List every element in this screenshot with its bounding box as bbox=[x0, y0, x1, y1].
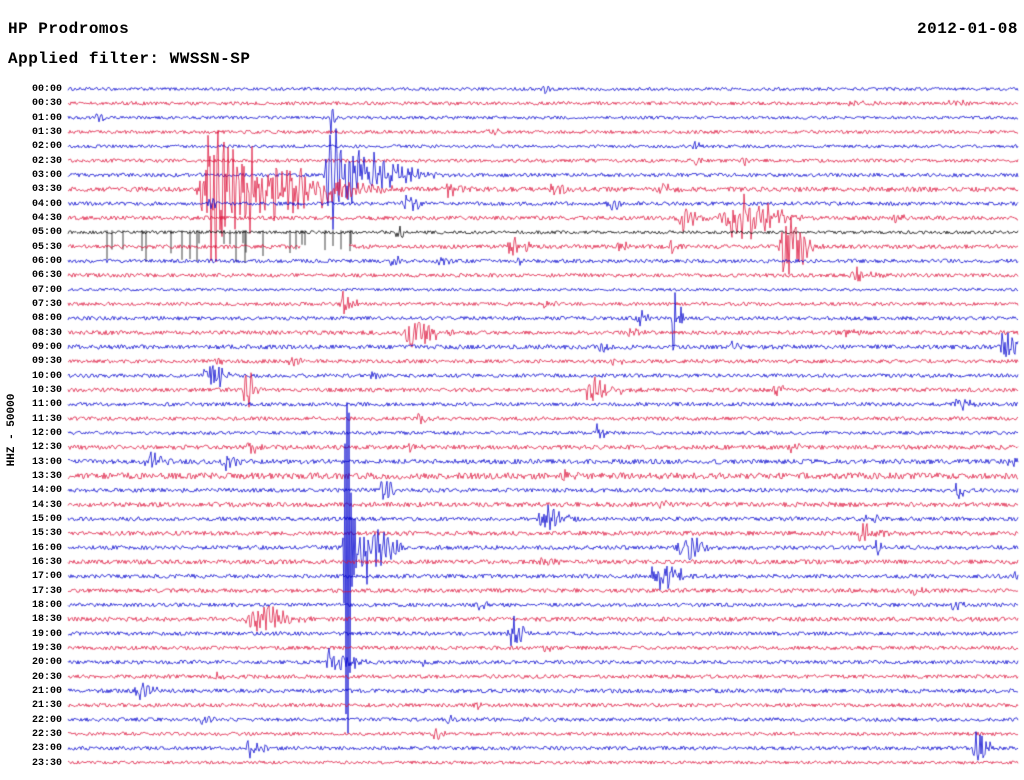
time-label: 03:00 bbox=[31, 169, 62, 181]
time-label: 10:30 bbox=[31, 384, 62, 396]
time-label: 14:00 bbox=[31, 485, 62, 497]
time-label: 21:30 bbox=[31, 700, 62, 712]
time-label: 18:30 bbox=[31, 614, 62, 626]
time-label: 12:00 bbox=[31, 427, 62, 439]
time-label: 22:30 bbox=[31, 728, 62, 740]
time-label: 09:00 bbox=[31, 341, 62, 353]
time-label: 21:00 bbox=[31, 685, 62, 697]
time-label: 15:30 bbox=[31, 528, 62, 540]
time-label: 11:30 bbox=[31, 413, 62, 425]
time-label: 17:30 bbox=[31, 585, 62, 597]
time-label: 14:30 bbox=[31, 499, 62, 511]
time-label: 19:00 bbox=[31, 628, 62, 640]
time-label: 04:00 bbox=[31, 198, 62, 210]
time-label: 23:30 bbox=[31, 757, 62, 769]
time-label: 03:30 bbox=[31, 184, 62, 196]
time-label: 06:30 bbox=[31, 270, 62, 282]
time-label: 05:30 bbox=[31, 241, 62, 253]
time-label: 09:30 bbox=[31, 356, 62, 368]
time-label: 00:30 bbox=[31, 98, 62, 110]
time-label: 08:30 bbox=[31, 327, 62, 339]
time-label: 16:30 bbox=[31, 556, 62, 568]
time-label: 01:30 bbox=[31, 126, 62, 138]
time-label: 05:00 bbox=[31, 227, 62, 239]
time-label: 16:00 bbox=[31, 542, 62, 554]
time-label: 20:00 bbox=[31, 657, 62, 669]
time-label: 17:00 bbox=[31, 571, 62, 583]
time-label: 13:00 bbox=[31, 456, 62, 468]
time-label: 11:00 bbox=[31, 399, 62, 411]
time-label: 18:00 bbox=[31, 599, 62, 611]
time-label: 20:30 bbox=[31, 671, 62, 683]
time-label: 06:00 bbox=[31, 255, 62, 267]
time-label: 15:00 bbox=[31, 513, 62, 525]
time-label: 08:00 bbox=[31, 313, 62, 325]
time-label: 00:00 bbox=[31, 84, 62, 95]
time-label: 02:00 bbox=[31, 141, 62, 153]
time-label: 01:00 bbox=[31, 112, 62, 124]
time-label: 02:30 bbox=[31, 155, 62, 167]
time-label: 07:00 bbox=[31, 284, 62, 296]
time-label: 13:30 bbox=[31, 470, 62, 482]
time-label: 12:30 bbox=[31, 442, 62, 454]
time-label: 10:00 bbox=[31, 370, 62, 382]
time-label: 07:30 bbox=[31, 298, 62, 310]
time-label: 04:30 bbox=[31, 212, 62, 224]
time-label: 19:30 bbox=[31, 642, 62, 654]
time-label: 22:00 bbox=[31, 714, 62, 726]
time-label: 23:00 bbox=[31, 743, 62, 755]
